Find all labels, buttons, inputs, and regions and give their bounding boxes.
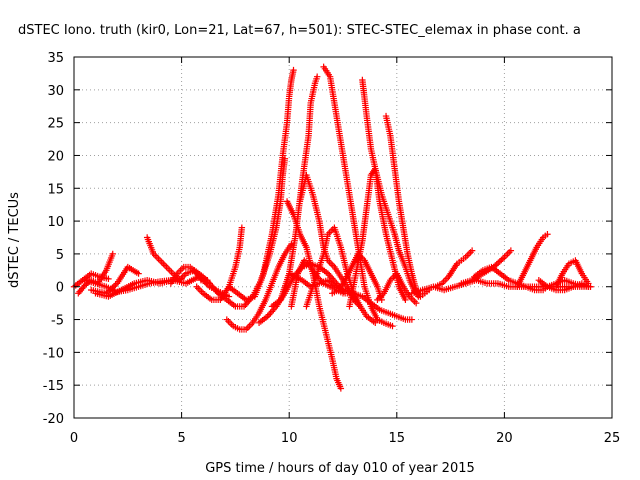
satellite-arc (374, 270, 420, 307)
data-point (238, 224, 246, 231)
satellite-arc (193, 224, 246, 304)
x-tick-label: 15 (389, 431, 406, 446)
data-point (408, 316, 416, 323)
y-tick-label: 10 (47, 215, 64, 230)
satellite-arc (303, 224, 379, 327)
plot-frame (73, 56, 613, 419)
y-tick-label: -20 (43, 412, 64, 427)
data-point (587, 283, 594, 290)
x-axis-label: GPS time / hours of day 010 of year 2015 (205, 461, 475, 476)
y-tick-label: -10 (43, 346, 64, 361)
satellite-arc (223, 240, 295, 333)
data-point (372, 319, 379, 327)
y-tick-label: 0 (56, 281, 64, 296)
y-tick-label: 15 (47, 182, 64, 197)
x-tick-label: 20 (496, 431, 513, 446)
data-point (412, 299, 420, 307)
satellite-arc (514, 231, 551, 290)
satellite-arc (471, 263, 551, 294)
tick-labels: 0 5 10 15 20 25 35 30 25 20 15 10 5 0 -5 -10 -15 -20 (43, 51, 621, 446)
x-tick-label: 10 (281, 431, 298, 446)
data-points (70, 63, 594, 392)
y-axis-label: dSTEC / TECUs (7, 192, 22, 288)
data-point (402, 296, 409, 304)
data-point (389, 322, 396, 330)
grid (74, 57, 612, 418)
x-tick-label: 25 (604, 431, 621, 446)
y-tick-label: -5 (51, 314, 64, 329)
data-point (290, 66, 297, 74)
data-point (313, 73, 321, 80)
y-tick-label: -15 (43, 379, 64, 394)
data-point (544, 231, 551, 238)
y-tick-label: 25 (47, 117, 64, 132)
y-tick-label: 20 (47, 149, 64, 164)
satellite-arc (88, 263, 142, 297)
data-point (507, 247, 515, 254)
y-tick-label: 5 (56, 248, 64, 263)
x-tick-label: 5 (177, 431, 185, 446)
data-point (135, 270, 142, 277)
x-tick-label: 0 (70, 431, 78, 446)
satellite-arc (225, 66, 297, 304)
chart-title: dSTEC Iono. truth (kir0, Lon=21, Lat=67,… (18, 23, 581, 38)
data-point (105, 275, 112, 283)
satellite-arc (320, 63, 396, 330)
satellite-arc (544, 276, 594, 290)
data-point (337, 385, 345, 392)
y-tick-label: 35 (47, 51, 64, 66)
satellite-arc (552, 257, 592, 290)
data-point (468, 247, 476, 254)
y-tick-label: 30 (47, 84, 64, 99)
satellite-arc (432, 247, 476, 290)
data-point (109, 250, 116, 258)
